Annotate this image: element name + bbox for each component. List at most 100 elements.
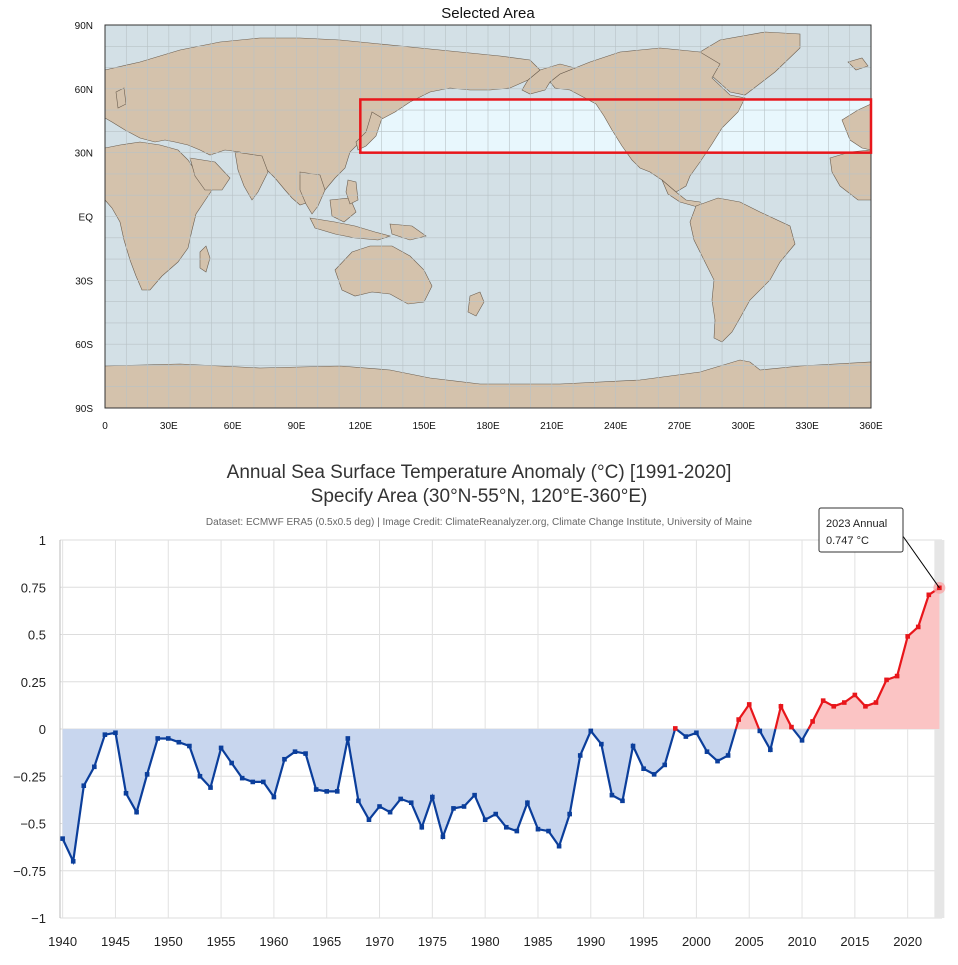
land-shape <box>689 31 801 96</box>
data-point <box>556 843 562 849</box>
longitude-label: 300E <box>732 421 756 432</box>
data-point <box>324 789 330 794</box>
data-point <box>609 792 615 798</box>
land-shape <box>104 37 541 206</box>
negative-area <box>62 729 676 862</box>
data-point <box>546 828 551 834</box>
y-tick-label: 0 <box>39 722 46 737</box>
data-point <box>70 859 76 864</box>
data-point <box>303 751 308 756</box>
longitude-label: 60E <box>224 421 242 432</box>
latitude-label: 60S <box>75 340 93 351</box>
x-tick-label: 1965 <box>312 934 341 949</box>
tooltip: 2023 Annual 0.747 °C <box>818 507 940 589</box>
map-panel: Selected Area <box>0 0 958 440</box>
x-tick-label: 1985 <box>524 934 553 949</box>
land-shape <box>345 179 359 205</box>
x-tick-label: 1980 <box>471 934 500 949</box>
longitude-label: 330E <box>795 421 819 432</box>
data-point <box>503 824 509 830</box>
data-point <box>725 753 731 758</box>
data-point <box>440 834 446 840</box>
data-point <box>144 772 150 777</box>
chart-points <box>60 581 946 864</box>
data-point <box>683 734 689 739</box>
land-shape <box>234 151 269 201</box>
longitude-label: 210E <box>540 421 564 432</box>
data-point <box>134 809 139 815</box>
data-point <box>197 773 203 779</box>
data-point <box>176 739 182 745</box>
data-point <box>261 779 266 785</box>
selected-area-box <box>359 98 873 154</box>
data-point <box>789 724 794 730</box>
data-point <box>113 730 118 736</box>
land-shape <box>689 197 796 343</box>
x-tick-label: 1950 <box>154 934 183 949</box>
x-tick-label: 2015 <box>840 934 869 949</box>
data-point <box>894 673 900 679</box>
x-tick-label: 1960 <box>259 934 288 949</box>
y-tick-label: −0.25 <box>13 769 46 784</box>
data-point <box>810 719 815 724</box>
data-point <box>694 730 699 736</box>
data-point <box>641 766 646 771</box>
data-point <box>123 790 129 796</box>
longitude-label: 120E <box>349 421 373 432</box>
chart-title: Annual Sea Surface Temperature Anomaly (… <box>227 462 732 483</box>
land-shape <box>299 171 326 215</box>
land-shape <box>115 87 127 109</box>
y-tick-labels: 1 0.75 0.5 0.25 0 −0.25 −0.5 −0.75 −1 <box>13 533 46 926</box>
x-tick-labels: 1940 1945 1950 1955 1960 1965 1970 1975 1980 1985… <box>48 934 922 949</box>
longitude-label: 30E <box>160 421 178 432</box>
x-tick-label: 1940 <box>48 934 77 949</box>
data-point <box>387 809 393 815</box>
data-point <box>430 794 435 800</box>
data-point <box>482 817 488 823</box>
x-tick-label: 2005 <box>735 934 764 949</box>
data-point <box>92 764 97 770</box>
data-point <box>229 760 234 766</box>
data-point <box>577 753 583 758</box>
latitude-labels: 90N 60N 30N EQ 30S 60S 90S <box>75 21 94 415</box>
data-point <box>662 762 668 768</box>
data-point <box>778 704 784 709</box>
map-frame <box>104 24 872 409</box>
data-point <box>736 717 741 722</box>
data-point <box>630 743 636 749</box>
data-point <box>313 787 319 792</box>
data-point <box>905 634 910 639</box>
data-point <box>884 677 889 683</box>
tooltip-value: 0.747 °C <box>826 535 869 547</box>
x-tick-label: 2000 <box>682 934 711 949</box>
anomaly-chart: Annual Sea Surface Temperature Anomaly (… <box>13 462 946 949</box>
data-point <box>820 698 826 703</box>
x-tick-label: 1970 <box>365 934 394 949</box>
data-point <box>599 741 604 747</box>
tooltip-box <box>818 507 904 553</box>
latitude-label: 90N <box>75 21 93 32</box>
data-point <box>841 700 847 705</box>
data-point <box>651 772 657 777</box>
data-point <box>746 702 752 707</box>
data-point <box>356 798 361 804</box>
data-point <box>366 817 372 823</box>
data-point <box>398 796 403 802</box>
data-point <box>208 785 213 790</box>
y-tick-label: 1 <box>39 533 46 548</box>
data-point <box>60 836 65 841</box>
x-tick-label: 1995 <box>629 934 658 949</box>
data-point <box>334 789 340 794</box>
latitude-label: 30S <box>75 276 93 287</box>
data-point <box>493 811 499 817</box>
longitude-labels: 0 30E 60E 90E 120E 150E 180E 210E 240E 270E 300E 33… <box>102 421 883 432</box>
y-tick-label: −1 <box>31 911 46 926</box>
data-point <box>588 728 594 734</box>
map-svg: Selected Area <box>75 5 883 432</box>
data-point <box>852 692 858 698</box>
land-shape <box>355 111 383 151</box>
data-point <box>461 804 467 809</box>
data-point <box>187 743 192 749</box>
data-point <box>292 749 298 754</box>
latitude-label: 30N <box>75 149 93 160</box>
